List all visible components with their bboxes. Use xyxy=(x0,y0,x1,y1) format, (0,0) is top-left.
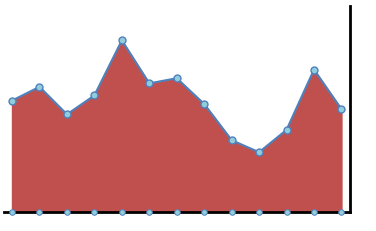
Point xyxy=(9,211,15,214)
Point xyxy=(119,211,125,214)
Point xyxy=(201,211,207,214)
Point xyxy=(36,211,42,214)
Point xyxy=(338,211,344,214)
Point xyxy=(174,211,180,214)
Point xyxy=(229,211,235,214)
Point xyxy=(284,211,290,214)
Point xyxy=(64,211,70,214)
Point xyxy=(146,211,152,214)
Point xyxy=(91,211,97,214)
Point xyxy=(256,211,262,214)
Point xyxy=(311,211,317,214)
